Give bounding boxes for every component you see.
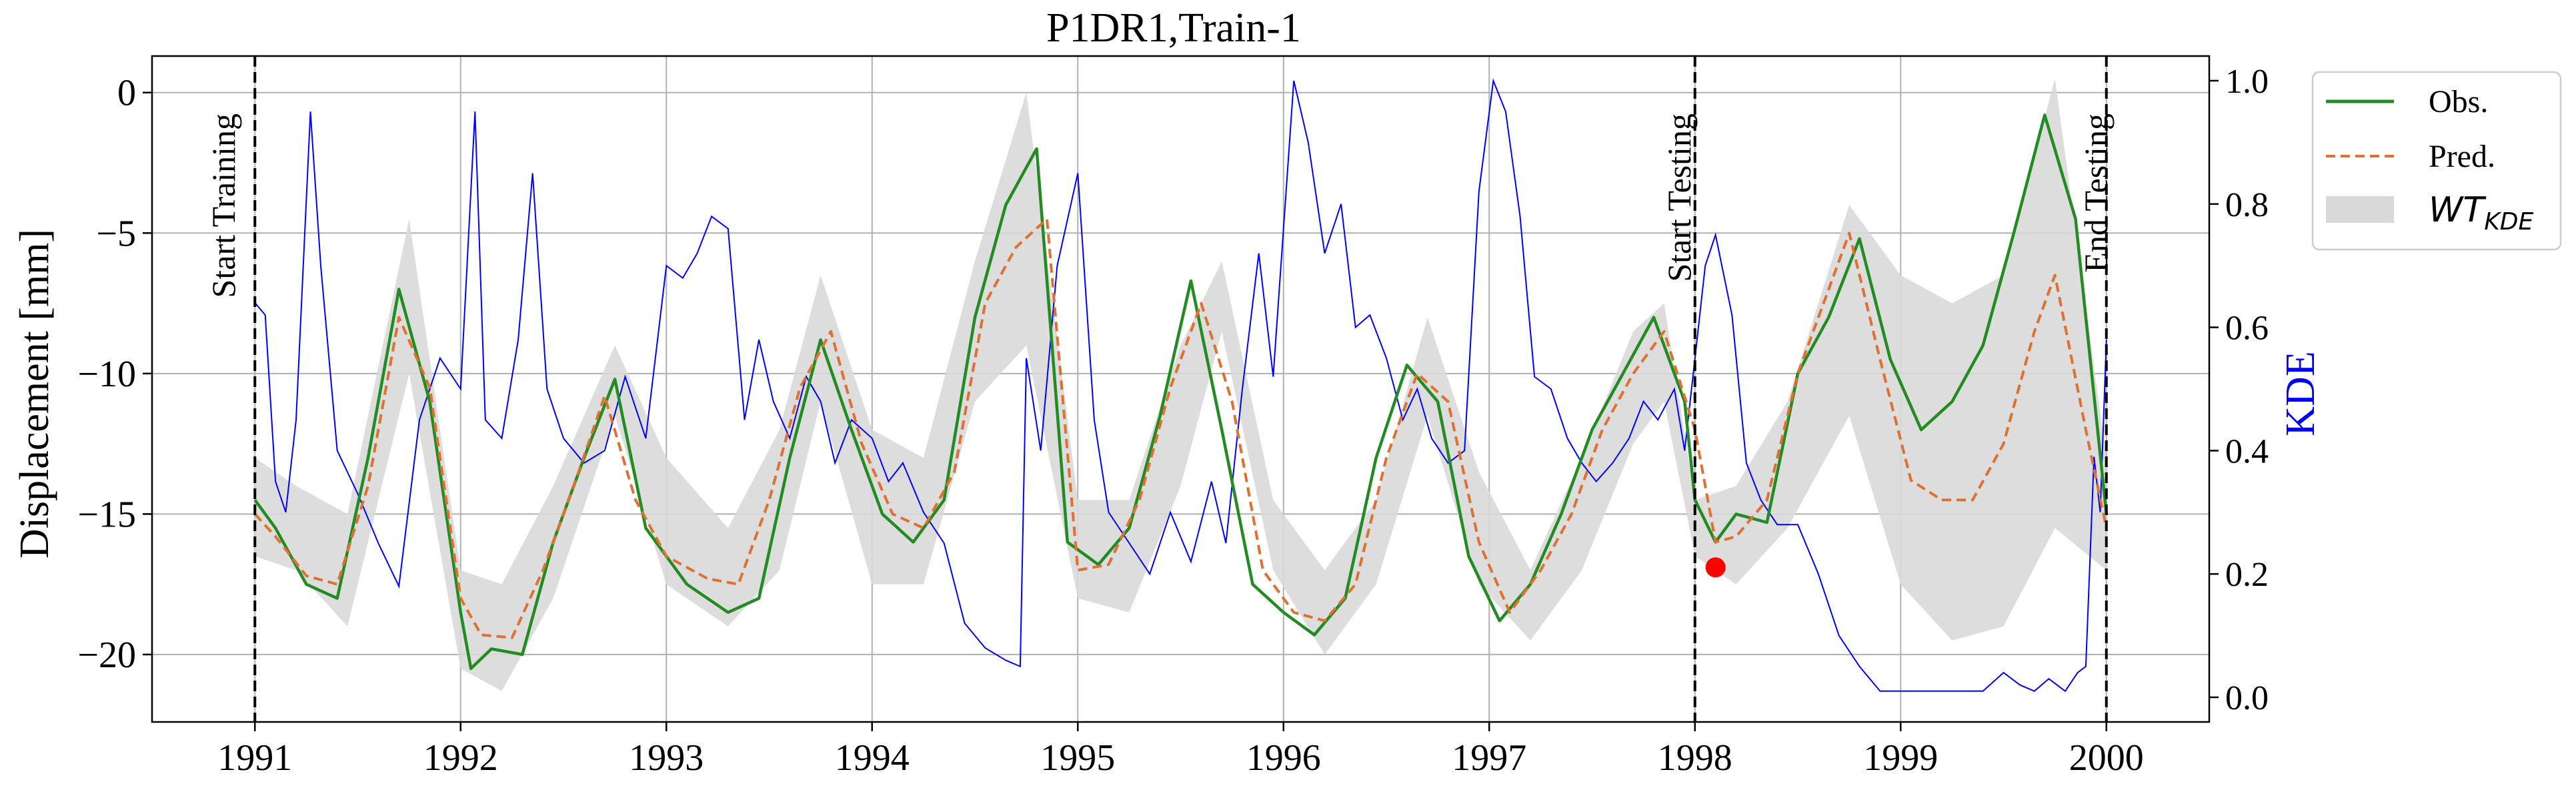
legend-wt-kde-sub: KDE — [2484, 208, 2533, 236]
highlight-point — [1705, 557, 1726, 578]
annotation-end-testing: End Testing — [2077, 113, 2115, 273]
y-tick-label: −15 — [77, 494, 136, 535]
y2-tick-label: 0.4 — [2225, 432, 2269, 470]
legend-wt-kde-main: WT — [2429, 190, 2487, 230]
y-tick-label: −5 — [96, 213, 136, 254]
y-tick-label: 0 — [117, 73, 136, 114]
legend-wt-kde-label: WTKDE — [2429, 190, 2534, 236]
x-tick-label: 1995 — [1040, 737, 1115, 779]
y2-axis-label: KDE — [2278, 351, 2323, 436]
y-tick-label: −20 — [77, 635, 136, 676]
kde-line — [254, 78, 2107, 693]
x-tick-label: 1991 — [217, 737, 292, 779]
y2-tick-label: 0.2 — [2225, 556, 2269, 594]
event-lines — [253, 56, 2108, 722]
kde-line-layer — [254, 78, 2107, 693]
y2-tick-label: 0.6 — [2225, 310, 2269, 348]
legend-pred-label: Pred. — [2429, 139, 2495, 174]
legend-wt-kde-swatch — [2326, 196, 2394, 223]
pred-line — [253, 218, 2108, 639]
wt-kde-band — [255, 78, 2107, 691]
x-tick-label: 2000 — [2069, 737, 2144, 779]
x-tick-label: 1994 — [835, 737, 910, 779]
x-tick-label: 1997 — [1452, 737, 1526, 779]
x-tick-label: 1992 — [423, 737, 498, 779]
plot-frame — [151, 55, 2211, 723]
y2-tick-label: 1.0 — [2225, 63, 2269, 101]
annotation-start-testing: Start Testing — [1660, 113, 1698, 282]
y2-tick-label: 0.8 — [2225, 186, 2269, 224]
annotation-start-training: Start Training — [205, 113, 242, 298]
x-tick-label: 1998 — [1658, 737, 1732, 779]
y2-tick-label: 0.0 — [2225, 679, 2269, 717]
pred-line-layer — [253, 218, 2108, 639]
chart-title: P1DR1,Train-1 — [1046, 5, 1301, 51]
legend: Obs. Pred. WTKDE — [2311, 71, 2562, 251]
obs-line-layer — [253, 113, 2109, 671]
obs-line — [253, 113, 2109, 671]
x-tick-label: 1999 — [1863, 737, 1938, 779]
highlight-point-layer — [1705, 557, 1726, 578]
y-tick-label: −10 — [77, 354, 136, 395]
x-tick-label: 1996 — [1246, 737, 1321, 779]
axis-ticks: 1991 1992 1993 1994 1995 1996 1997 1998 1999 2000… — [77, 63, 2269, 779]
x-tick-label: 1993 — [629, 737, 704, 779]
y-axis-label: Displacement [mm] — [12, 229, 57, 558]
wt-kde-band-layer — [255, 78, 2107, 691]
legend-obs-label: Obs. — [2429, 84, 2488, 119]
